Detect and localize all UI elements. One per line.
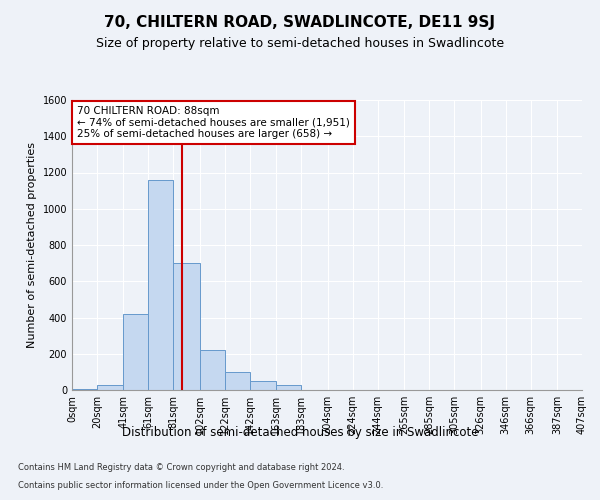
Bar xyxy=(225,372,250,390)
Text: Contains public sector information licensed under the Open Government Licence v3: Contains public sector information licen… xyxy=(18,481,383,490)
Text: Contains HM Land Registry data © Crown copyright and database right 2024.: Contains HM Land Registry data © Crown c… xyxy=(18,464,344,472)
Text: Distribution of semi-detached houses by size in Swadlincote: Distribution of semi-detached houses by … xyxy=(122,426,478,439)
Bar xyxy=(148,180,173,390)
Bar xyxy=(97,386,124,390)
Bar xyxy=(173,263,200,390)
Bar xyxy=(124,314,148,390)
Text: 70 CHILTERN ROAD: 88sqm
← 74% of semi-detached houses are smaller (1,951)
25% of: 70 CHILTERN ROAD: 88sqm ← 74% of semi-de… xyxy=(77,106,350,139)
Bar xyxy=(72,389,97,390)
Text: 70, CHILTERN ROAD, SWADLINCOTE, DE11 9SJ: 70, CHILTERN ROAD, SWADLINCOTE, DE11 9SJ xyxy=(104,15,496,30)
Bar xyxy=(250,381,276,390)
Text: Size of property relative to semi-detached houses in Swadlincote: Size of property relative to semi-detach… xyxy=(96,38,504,51)
Y-axis label: Number of semi-detached properties: Number of semi-detached properties xyxy=(27,142,37,348)
Bar xyxy=(276,384,301,390)
Bar xyxy=(200,350,225,390)
